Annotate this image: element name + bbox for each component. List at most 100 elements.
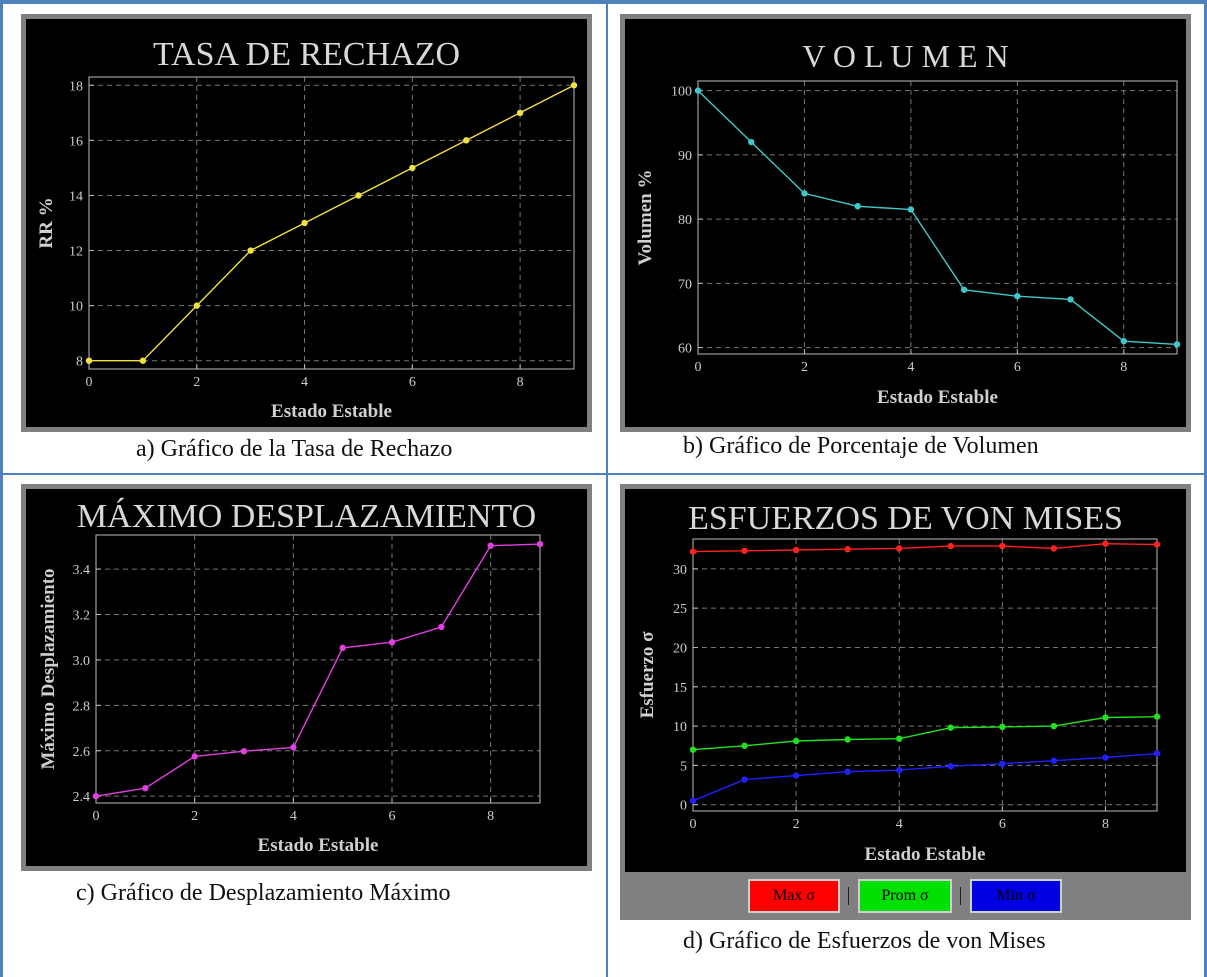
table-border-row bbox=[0, 473, 1207, 475]
data-point bbox=[748, 138, 755, 146]
series-line-0 bbox=[95, 543, 541, 797]
x-tick-label: 6 bbox=[1014, 360, 1021, 375]
chart-rr: TASA DE RECHAZO 0 2 4 6 8 8 10 12 14 16 18 Estado Es… bbox=[36, 36, 578, 422]
data-point bbox=[896, 545, 903, 552]
data-point bbox=[1102, 714, 1109, 721]
caption-b: b) Gráfico de Porcentaje de Volumen bbox=[683, 433, 1039, 459]
y-tick-label: 3.4 bbox=[73, 563, 91, 578]
x-tick-label: 0 bbox=[690, 817, 697, 832]
data-point bbox=[896, 766, 903, 774]
x-tick-label: 6 bbox=[389, 809, 396, 824]
y-tick-label: 60 bbox=[678, 342, 692, 357]
data-point bbox=[907, 206, 915, 213]
data-point bbox=[536, 540, 544, 548]
y-tick-label: 80 bbox=[678, 213, 692, 228]
data-point bbox=[947, 724, 954, 731]
legend-separator bbox=[848, 887, 849, 905]
chart-title: TASA DE RECHAZO bbox=[153, 36, 460, 73]
plot-frame bbox=[88, 76, 575, 370]
y-tick-label: 14 bbox=[69, 189, 83, 204]
x-axis-label: Estado Estable bbox=[877, 387, 998, 408]
chart-panel-vol: V O L U M E N 0 2 4 6 8 60 70 80 90 100 Estado Esta… bbox=[620, 14, 1191, 432]
y-tick-label: 20 bbox=[673, 641, 687, 656]
data-point bbox=[1050, 545, 1058, 552]
x-tick-label: 4 bbox=[896, 817, 903, 832]
data-point bbox=[1102, 540, 1109, 547]
data-point bbox=[1067, 296, 1074, 303]
legend-prom-label: Prom σ bbox=[881, 887, 929, 904]
y-tick-label: 2.4 bbox=[73, 790, 91, 805]
data-point bbox=[1173, 341, 1181, 348]
data-point bbox=[463, 137, 470, 144]
x-tick-label: 0 bbox=[93, 809, 100, 824]
y-tick-label: 0 bbox=[680, 799, 687, 814]
y-tick-label: 10 bbox=[673, 720, 687, 735]
y-tick-label: 3.0 bbox=[73, 654, 91, 669]
data-point bbox=[689, 797, 697, 804]
chart-vol: V O L U M E N 0 2 4 6 8 60 70 80 90 100 Estado Esta… bbox=[635, 38, 1181, 408]
data-point bbox=[301, 219, 308, 227]
y-tick-label: 100 bbox=[671, 85, 692, 100]
data-point bbox=[1050, 757, 1058, 764]
x-axis-label: Estado Estable bbox=[271, 401, 392, 422]
x-tick-label: 2 bbox=[191, 809, 198, 824]
data-point bbox=[1014, 292, 1021, 300]
legend: Max σ Prom σ Min σ bbox=[620, 872, 1191, 920]
series-line-0 bbox=[692, 542, 1158, 553]
series-line-1 bbox=[692, 716, 1158, 751]
y-tick-label: 15 bbox=[673, 681, 687, 696]
x-axis-label: Estado Estable bbox=[258, 835, 379, 856]
data-point bbox=[142, 785, 149, 792]
data-point bbox=[240, 748, 248, 755]
chart-title: MÁXIMO DESPLAZAMIENTO bbox=[77, 498, 536, 535]
x-tick-label: 2 bbox=[801, 360, 808, 375]
data-point bbox=[741, 776, 748, 783]
x-tick-label: 4 bbox=[907, 360, 914, 375]
table-border-top bbox=[0, 0, 1207, 4]
plot-frame bbox=[692, 538, 1158, 812]
data-point bbox=[792, 772, 800, 779]
y-tick-label: 12 bbox=[69, 245, 83, 260]
caption-d: d) Gráfico de Esfuerzos de von Mises bbox=[683, 928, 1046, 954]
data-point bbox=[999, 760, 1006, 768]
x-tick-label: 2 bbox=[793, 817, 800, 832]
x-tick-label: 4 bbox=[301, 375, 308, 390]
series-line-0 bbox=[697, 90, 1178, 346]
series-line-2 bbox=[692, 752, 1158, 802]
y-tick-label: 5 bbox=[680, 759, 687, 774]
x-tick-label: 0 bbox=[86, 375, 93, 390]
x-tick-label: 2 bbox=[193, 375, 200, 390]
data-point bbox=[947, 762, 954, 770]
data-point bbox=[1102, 754, 1109, 761]
data-point bbox=[85, 357, 93, 364]
legend-separator bbox=[960, 887, 961, 905]
data-point bbox=[694, 87, 702, 94]
data-point bbox=[438, 623, 445, 631]
y-tick-label: 18 bbox=[69, 79, 83, 94]
data-point bbox=[689, 548, 697, 555]
data-point bbox=[801, 190, 808, 197]
chart-vm: ESFUERZOS DE VON MISES 0 2 4 6 8 0 5 10 15 20 25 30 E… bbox=[637, 500, 1161, 865]
x-tick-label: 0 bbox=[695, 360, 702, 375]
data-point bbox=[193, 302, 200, 309]
y-axis-label: Esfuerzo σ bbox=[637, 631, 658, 719]
x-tick-label: 4 bbox=[290, 809, 297, 824]
data-point bbox=[355, 192, 362, 199]
legend-min-label: Min σ bbox=[996, 887, 1036, 904]
data-point bbox=[741, 547, 748, 554]
table-border-right bbox=[1204, 0, 1207, 977]
data-point bbox=[689, 746, 697, 753]
y-axis-label: Volumen % bbox=[635, 170, 656, 266]
x-tick-label: 6 bbox=[999, 817, 1006, 832]
data-point bbox=[1120, 337, 1127, 345]
data-point bbox=[388, 639, 396, 646]
data-point bbox=[999, 723, 1006, 731]
legend-max-label: Max σ bbox=[773, 887, 815, 904]
data-point bbox=[896, 735, 903, 742]
data-point bbox=[92, 792, 100, 800]
data-point bbox=[1153, 750, 1161, 757]
data-point bbox=[1153, 713, 1161, 720]
chart-panel-vm: ESFUERZOS DE VON MISES 0 2 4 6 8 0 5 10 15 20 25 30 E… bbox=[620, 484, 1191, 920]
y-tick-label: 2.6 bbox=[73, 745, 91, 760]
